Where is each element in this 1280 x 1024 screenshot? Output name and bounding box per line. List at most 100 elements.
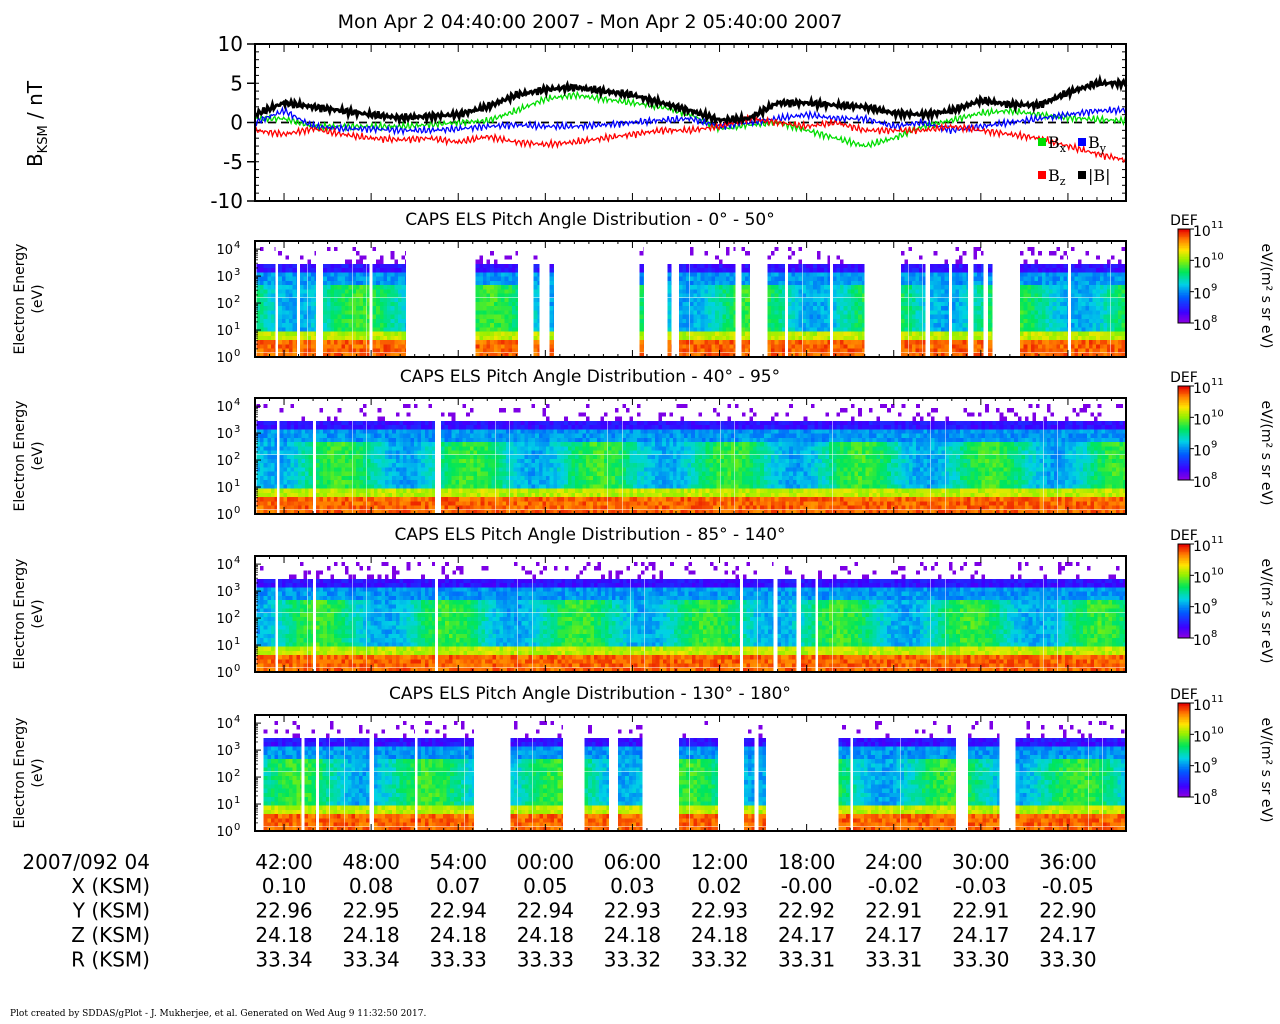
heatmap-cell [331,489,335,493]
heatmap-cell [315,272,317,276]
heatmap-cell [817,251,821,255]
heatmap-cell [1122,315,1126,319]
heatmap-cell [487,327,491,331]
heatmap-cell [733,319,735,323]
heatmap-cell [345,319,349,323]
heatmap-cell [309,472,313,476]
heatmap-cell [775,315,779,319]
heatmap-cell [690,319,694,323]
heatmap-cell [851,285,855,289]
heatmap-cell [490,272,494,276]
heatmap-cell [381,429,385,433]
heatmap-cell [289,349,293,353]
heatmap-cell [1045,319,1049,323]
heatmap-cell [704,289,708,293]
heatmap-cell [948,285,949,289]
heatmap-cell [1027,289,1031,293]
heatmap-cell [952,272,956,276]
heatmap-cell [1027,277,1031,281]
heatmap-cell [316,493,320,497]
heatmap-cell [1035,344,1039,348]
heatmap-cell [376,302,380,306]
heatmap-cell [334,497,338,501]
heatmap-cell [338,497,342,501]
heatmap-cell [407,501,411,505]
heatmap-cell [405,336,406,340]
heatmap-cell [1049,327,1053,331]
heatmap-cell [391,298,395,302]
heatmap-cell [855,285,859,289]
heatmap-cell [992,315,993,319]
heatmap-cell [778,264,782,268]
heatmap-cell [537,294,539,298]
heatmap-cell [824,344,828,348]
heatmap-cell [305,425,309,429]
heatmap-cell [1100,323,1104,327]
heatmap-cell [771,340,775,344]
heatmap-cell [782,302,785,306]
heatmap-cell [1024,281,1028,285]
heatmap-cell [817,302,821,306]
heatmap-cell [399,497,403,501]
heatmap-cell [516,323,518,327]
heatmap-cell [305,434,309,438]
heatmap-cell [312,506,313,510]
heatmap-cell [260,484,264,488]
heatmap-cell [847,319,851,323]
heatmap-cell [813,281,817,285]
heatmap-cell [373,323,377,327]
heatmap-cell [389,489,393,493]
heatmap-cell [327,480,331,484]
heatmap-cell [1122,272,1126,276]
heatmap-cell [788,302,792,306]
heatmap-cell [799,327,803,331]
heatmap-cell [320,408,324,412]
heatmap-cell [1114,306,1118,310]
heatmap-cell [1096,289,1100,293]
heatmap-cell [410,459,414,463]
heatmap-cell [483,272,487,276]
heatmap-cell [512,302,516,306]
heatmap-cell [667,306,671,310]
heatmap-cell [501,327,505,331]
heatmap-cell [345,506,349,510]
heatmap-cell [908,281,912,285]
heatmap-cell [287,463,291,467]
heatmap-cell [963,268,967,272]
heatmap-cell [403,404,407,408]
heatmap-cell [376,311,380,315]
heatmap-cell [1067,323,1068,327]
heatmap-cell [945,315,949,319]
heatmap-cell [311,323,315,327]
heatmap-cell [275,315,276,319]
heatmap-cell [806,332,810,336]
heatmap-cell [376,319,380,323]
y-tick-exponent: 1 [234,321,240,332]
heatmap-cell [948,319,949,323]
heatmap-cell [407,421,411,425]
heatmap-cell [1093,349,1097,353]
heatmap-cell [363,315,367,319]
heatmap-cell [813,289,817,293]
heatmap-cell [959,289,963,293]
heatmap-cells [257,404,1127,514]
heatmap-cell [981,264,984,268]
heatmap-cell [278,340,282,344]
heatmap-cell [679,340,683,344]
heatmap-cell [1078,268,1082,272]
heatmap-cell [1082,289,1086,293]
heatmap-cell [719,277,723,281]
heatmap-cell [516,302,518,306]
heatmap-cell [905,260,909,264]
heatmap-cell [788,319,792,323]
heatmap-cell [305,438,309,442]
heatmap-cell [293,302,297,306]
heatmap-cell [741,319,745,323]
heatmap-cell [1038,251,1042,255]
heatmap-cell [730,315,734,319]
heatmap-cell [550,298,554,302]
heatmap-cell [963,298,967,302]
heatmap-cell [553,340,554,344]
heatmap-cell [778,319,782,323]
heatmap-cell [1020,319,1024,323]
